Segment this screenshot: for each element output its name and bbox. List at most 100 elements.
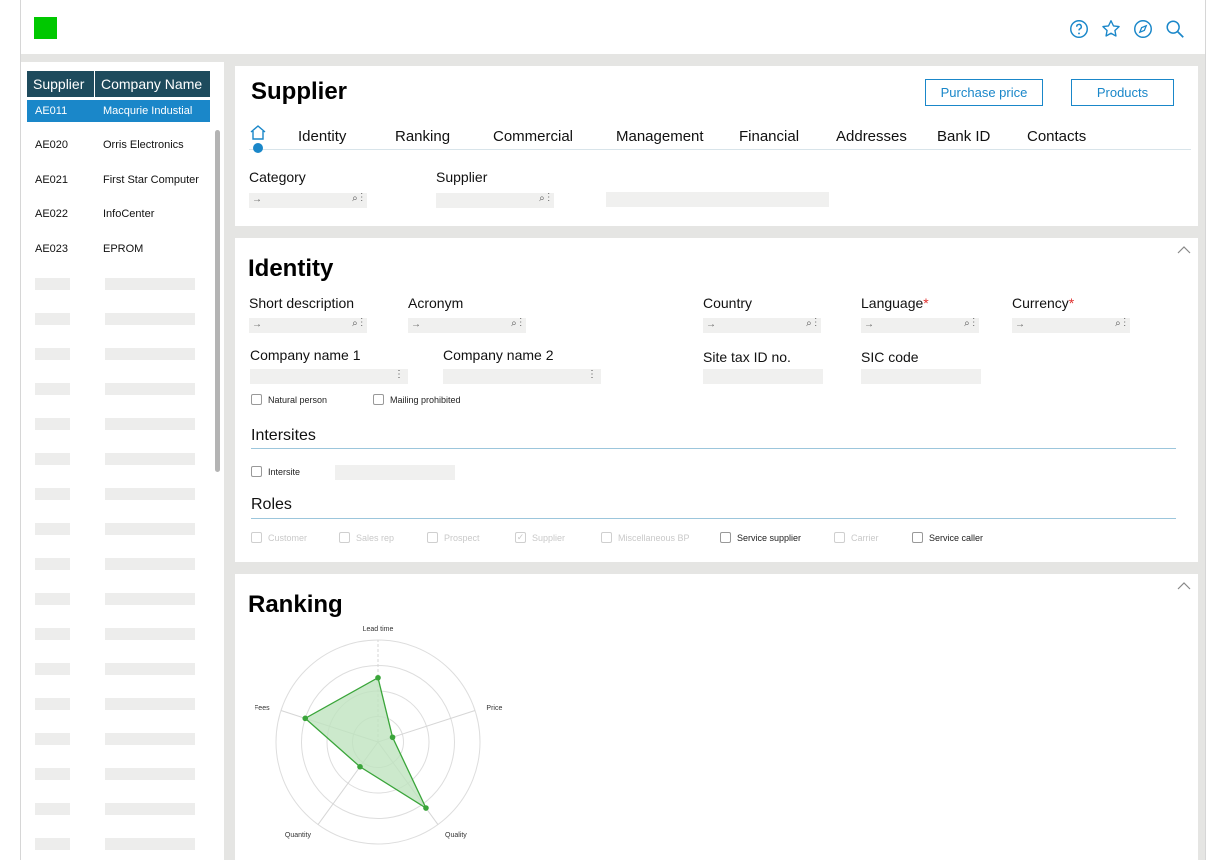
site-tax-id-field[interactable]: [703, 369, 823, 384]
placeholder-cell: [35, 838, 70, 850]
company-name-2-label: Company name 2: [443, 347, 554, 363]
checkbox-label: Service caller: [929, 532, 984, 543]
sic-code-field[interactable]: [861, 369, 981, 384]
placeholder-cell: [35, 733, 70, 745]
radar-point: [375, 674, 381, 681]
role-checkbox-customer: Customer: [251, 532, 307, 543]
currency-label-text: Currency: [1012, 295, 1069, 311]
lookup-icon[interactable]: ⌕ ⋮: [511, 318, 522, 329]
tab-contacts[interactable]: Contacts: [1027, 128, 1087, 145]
placeholder-cell: [35, 453, 70, 465]
collapse-icon[interactable]: [1176, 580, 1192, 592]
placeholder-cell: [105, 418, 195, 430]
tab-management[interactable]: Management: [616, 128, 704, 145]
checkbox-box: [834, 532, 845, 543]
more-icon[interactable]: ⋮: [587, 369, 597, 380]
mailing-prohibited-checkbox[interactable]: Mailing prohibited: [373, 394, 461, 405]
checkbox-box: [251, 394, 262, 405]
list-row[interactable]: AE011 Macqurie Industial: [27, 100, 210, 122]
site-tax-id-label: Site tax ID no.: [703, 349, 791, 365]
list-row[interactable]: AE022 InfoCenter: [27, 203, 210, 225]
placeholder-cell: [35, 558, 70, 570]
tab-identity[interactable]: Identity: [298, 128, 347, 145]
radar-point: [302, 715, 309, 722]
category-field[interactable]: → ⌕ ⋮: [249, 193, 367, 208]
company-name-2-field[interactable]: ⋮: [443, 369, 601, 384]
list-header: Supplier Company Name: [27, 71, 210, 97]
arrow-icon: →: [252, 319, 262, 330]
required-mark: *: [1068, 295, 1075, 311]
placeholder-cell: [35, 803, 70, 815]
checkbox-label: Prospect: [444, 532, 480, 543]
short-description-label: Short description: [249, 295, 355, 311]
tab-commercial[interactable]: Commercial: [493, 128, 574, 145]
lookup-icon[interactable]: ⌕ ⋮: [539, 193, 550, 204]
placeholder-cell: [105, 628, 195, 640]
identity-card: Identity Short description → ⌕ ⋮ Acronym …: [235, 238, 1198, 562]
country-field[interactable]: → ⌕ ⋮: [703, 318, 821, 333]
tab-ranking[interactable]: Ranking: [395, 128, 451, 145]
role-checkbox-prospect: Prospect: [427, 532, 480, 543]
placeholder-cell: [105, 313, 195, 325]
language-field[interactable]: → ⌕ ⋮: [861, 318, 979, 333]
row-supplier-code: AE023: [35, 243, 69, 255]
tab-bank-id[interactable]: Bank ID: [937, 128, 991, 145]
placeholder-cell: [105, 663, 195, 675]
checkbox-box: [373, 394, 384, 405]
column-header-supplier[interactable]: Supplier: [27, 71, 95, 97]
placeholder-cell: [35, 383, 70, 395]
purchase-price-button[interactable]: Purchase price: [925, 79, 1043, 106]
supplier-header-card: Supplier Purchase price Products Identit…: [235, 66, 1198, 226]
lookup-icon[interactable]: ⌕ ⋮: [1115, 318, 1126, 329]
placeholder-cell: [105, 523, 195, 535]
country-label: Country: [703, 295, 753, 311]
acronym-field[interactable]: → ⌕ ⋮: [408, 318, 526, 333]
list-row[interactable]: AE020 Orris Electronics: [27, 134, 210, 156]
list-scrollbar[interactable]: [215, 130, 220, 472]
checkbox-label: Miscellaneous BP: [618, 532, 690, 543]
search-icon[interactable]: [1163, 17, 1187, 41]
lookup-icon[interactable]: ⌕ ⋮: [352, 318, 363, 329]
tab-financial[interactable]: Financial: [739, 128, 800, 145]
checkbox-label: Intersite: [268, 466, 301, 477]
arrow-icon: →: [411, 319, 421, 330]
row-company-name: EPROM: [103, 243, 144, 255]
radar-point: [357, 763, 363, 770]
checkbox-box: [251, 532, 262, 543]
short-description-field[interactable]: → ⌕ ⋮: [249, 318, 367, 333]
list-row[interactable]: AE023 EPROM: [27, 238, 210, 260]
lookup-icon[interactable]: ⌕ ⋮: [806, 318, 817, 329]
products-button[interactable]: Products: [1071, 79, 1174, 106]
home-icon[interactable]: [249, 124, 267, 142]
role-checkbox-carrier: Carrier: [834, 532, 879, 543]
row-supplier-code: AE021: [35, 174, 69, 186]
row-company-name: Macqurie Industial: [103, 105, 193, 117]
compass-icon[interactable]: [1131, 17, 1155, 41]
role-checkbox-service-supplier[interactable]: Service supplier: [720, 532, 801, 543]
intersite-field[interactable]: [335, 465, 455, 480]
supplier-field[interactable]: ⌕ ⋮: [436, 193, 554, 208]
collapse-icon[interactable]: [1176, 244, 1192, 256]
checkbox-box: ✓: [515, 532, 526, 543]
more-icon[interactable]: ⋮: [394, 369, 404, 380]
role-checkbox-service-caller[interactable]: Service caller: [912, 532, 983, 543]
column-header-company-name[interactable]: Company Name: [101, 76, 203, 92]
checkbox-box: [601, 532, 612, 543]
company-name-1-field[interactable]: ⋮: [250, 369, 408, 384]
lookup-icon[interactable]: ⌕ ⋮: [964, 318, 975, 329]
lookup-icon[interactable]: ⌕ ⋮: [352, 193, 363, 204]
role-checkbox-supplier: ✓ Supplier: [515, 532, 565, 543]
placeholder-cell: [105, 453, 195, 465]
favorite-star-icon[interactable]: [1099, 17, 1123, 41]
intersite-checkbox[interactable]: Intersite: [251, 466, 300, 477]
natural-person-checkbox[interactable]: Natural person: [251, 394, 327, 405]
help-icon[interactable]: [1067, 17, 1091, 41]
checkbox-label: Customer: [268, 532, 308, 543]
app-frame: Supplier Company Name AE011 Macqurie Ind…: [20, 0, 1206, 860]
placeholder-cell: [105, 698, 195, 710]
placeholder-cell: [105, 803, 195, 815]
list-row[interactable]: AE021 First Star Computer: [27, 169, 210, 191]
tab-addresses[interactable]: Addresses: [836, 128, 907, 145]
placeholder-cell: [105, 838, 195, 850]
currency-field[interactable]: → ⌕ ⋮: [1012, 318, 1130, 333]
